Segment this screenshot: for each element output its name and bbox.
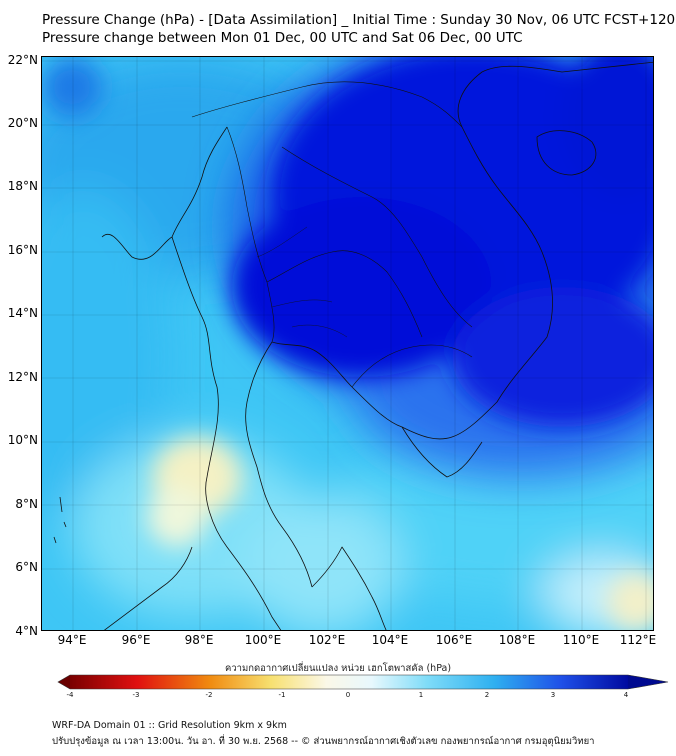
coastline-gulf-west bbox=[245, 341, 313, 588]
colorbar-tick: -2 bbox=[205, 691, 213, 699]
lat-label: 18°N bbox=[7, 179, 38, 193]
coastline-sumatra-north bbox=[103, 546, 193, 630]
lat-label: 10°N bbox=[7, 433, 38, 447]
border-laos-vietnam bbox=[281, 146, 473, 328]
coastline-gulf-north bbox=[271, 341, 353, 388]
coastline-malaysia-east bbox=[311, 546, 387, 630]
coastline-hainan bbox=[536, 130, 597, 176]
lon-label: 110°E bbox=[562, 633, 600, 647]
coastline-mekong-delta bbox=[401, 426, 483, 478]
colorbar-tick: 2 bbox=[484, 691, 490, 699]
lat-label: 8°N bbox=[15, 497, 38, 511]
colorbar-tick: -1 bbox=[278, 691, 286, 699]
colorbar-ramp bbox=[70, 675, 628, 689]
lon-label: 112°E bbox=[619, 633, 657, 647]
pressure-change-field bbox=[42, 57, 653, 630]
colorbar-tick: 1 bbox=[418, 691, 424, 699]
colorbar-tick: 4 bbox=[623, 691, 629, 699]
lat-label: 6°N bbox=[15, 560, 38, 574]
colorbar-title: ความกดอากาศเปลี่ยนแปลง หน่วย เฮกโตพาสคัล… bbox=[224, 663, 452, 674]
lat-label: 20°N bbox=[7, 116, 38, 130]
border-cambodia bbox=[351, 344, 473, 388]
coastline-andaman-islands bbox=[53, 496, 67, 544]
border-china-north bbox=[191, 81, 463, 128]
coastline-peninsula-west bbox=[171, 236, 282, 630]
lon-label: 100°E bbox=[244, 633, 282, 647]
colorbar bbox=[57, 674, 669, 690]
colorbar-tick: 3 bbox=[550, 691, 556, 699]
colorbar-tick: -3 bbox=[132, 691, 140, 699]
lon-label: 106°E bbox=[435, 633, 473, 647]
border-thai-provinces bbox=[256, 226, 348, 338]
lon-label: 104°E bbox=[371, 633, 409, 647]
border-myanmar-thailand bbox=[226, 126, 275, 343]
map-subtitle: Pressure change between Mon 01 Dec, 00 U… bbox=[42, 30, 523, 46]
footer-credit: ปรับปรุงข้อมูล ณ เวลา 13:00น. วัน อา. ที… bbox=[52, 736, 595, 747]
border-thailand-laos bbox=[266, 250, 423, 338]
colorbar-high-arrow bbox=[628, 675, 668, 689]
lat-label: 22°N bbox=[7, 53, 38, 67]
coastline-cambodia-vietnam bbox=[351, 61, 653, 440]
lon-label: 96°E bbox=[121, 633, 151, 647]
map-area bbox=[41, 56, 654, 631]
lat-label: 16°N bbox=[7, 243, 38, 257]
colorbar-low-arrow bbox=[58, 675, 70, 689]
map-title: Pressure Change (hPa) - [Data Assimilati… bbox=[42, 12, 676, 28]
lon-label: 94°E bbox=[57, 633, 87, 647]
lon-label: 108°E bbox=[498, 633, 536, 647]
coastline-myanmar-west bbox=[101, 126, 228, 260]
footer-model-info: WRF-DA Domain 01 :: Grid Resolution 9km … bbox=[52, 720, 287, 731]
lon-label: 102°E bbox=[308, 633, 346, 647]
lat-label: 4°N bbox=[15, 624, 38, 638]
lon-label: 98°E bbox=[184, 633, 214, 647]
lat-label: 14°N bbox=[7, 306, 38, 320]
colorbar-tick: 0 bbox=[345, 691, 351, 699]
lat-label: 12°N bbox=[7, 370, 38, 384]
colorbar-tick: -4 bbox=[66, 691, 74, 699]
graticule bbox=[42, 57, 653, 630]
